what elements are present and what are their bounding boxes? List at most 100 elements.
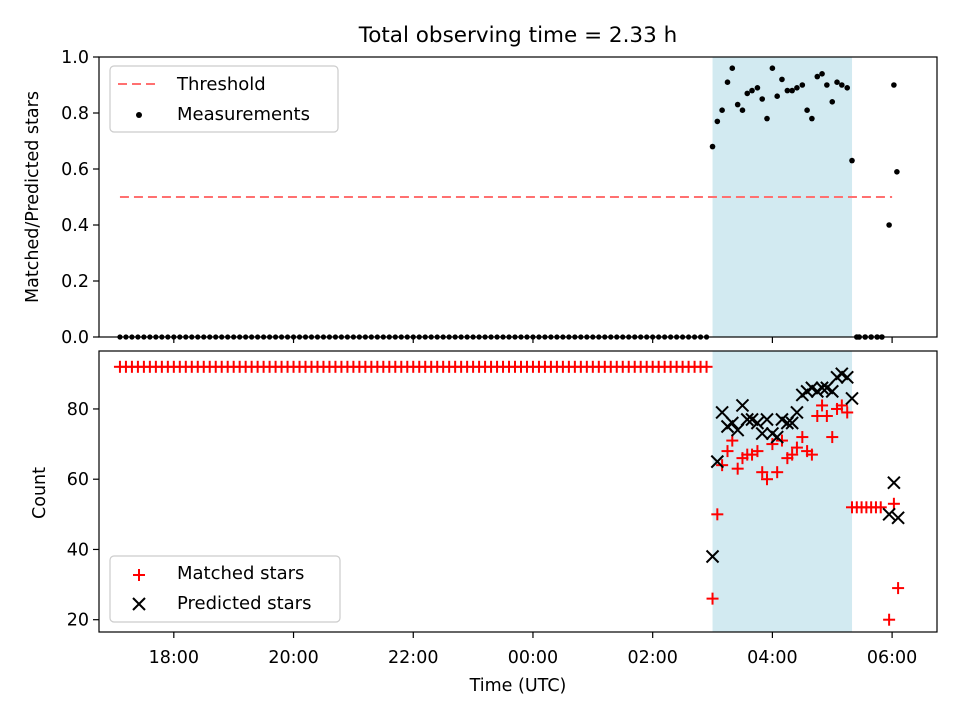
- matched-star-point: [805, 448, 818, 461]
- predicted-point-stroke: [760, 412, 774, 427]
- predicted-star-point: [760, 412, 774, 427]
- predicted-point-stroke: [710, 454, 725, 469]
- count-panel: 20 40 60 80 18:00 20:00 22:00 00:00 02:00 04:00 0…: [30, 350, 938, 696]
- matched-star-point: [820, 409, 833, 422]
- matched-star-point: [892, 582, 905, 595]
- predicted-star-point: [785, 416, 799, 430]
- x-tick-label: 02:00: [627, 648, 677, 668]
- measurement-point: [724, 79, 731, 85]
- y-tick-label: 60: [67, 470, 89, 490]
- predicted-point-stroke: [735, 398, 750, 413]
- matched-star-point: [771, 466, 784, 479]
- predicted-point-stroke: [715, 405, 729, 420]
- predicted-star-point: [755, 426, 769, 441]
- x-tick-label: 22:00: [388, 648, 438, 668]
- measurement-point: [734, 101, 741, 108]
- measurement-point: [894, 169, 900, 175]
- measurement-point: [809, 115, 815, 122]
- ratio-legend: Threshold Measurements: [109, 65, 339, 133]
- measurements-legend-marker: [136, 112, 142, 118]
- measurement-point: [754, 85, 761, 91]
- matched-stars-points: [113, 360, 905, 626]
- count-x-ticks: 18:00 20:00 22:00 00:00 02:00 04:00 06:00: [149, 632, 917, 668]
- predicted-point-stroke: [835, 367, 849, 381]
- ratio-x-ticks: [173, 337, 893, 343]
- measurement-point: [886, 222, 892, 228]
- matched-star-point: [826, 431, 839, 444]
- predicted-star-point: [770, 430, 784, 444]
- predicted-point-stroke: [730, 423, 745, 437]
- matched-star-point: [706, 592, 719, 605]
- predicted-point-stroke: [887, 476, 901, 490]
- matched-star-point: [700, 360, 713, 373]
- measurement-point: [709, 143, 716, 150]
- measurement-point: [804, 107, 810, 113]
- measurement-point: [784, 87, 791, 94]
- predicted-star-point: [891, 511, 905, 525]
- y-tick-label: 0.8: [61, 104, 89, 124]
- count-y-axis-label: Count: [30, 467, 50, 519]
- predicted-star-point: [735, 398, 750, 413]
- y-tick-label: 0.0: [61, 328, 89, 348]
- predicted-point-stroke: [775, 412, 789, 427]
- y-tick-label: 1.0: [61, 48, 89, 68]
- measurement-point: [749, 87, 755, 94]
- matched-star-point: [883, 613, 896, 626]
- matched-star-point: [887, 497, 900, 510]
- predicted-point-stroke: [705, 549, 720, 564]
- measurement-point: [829, 99, 836, 105]
- matched-star-point: [816, 399, 829, 412]
- measurement-point: [844, 85, 851, 91]
- matched-star-point: [761, 473, 774, 486]
- matched-star-point: [786, 448, 799, 461]
- x-tick-label: 18:00: [149, 648, 199, 668]
- count-y-ticks: 20 40 60 80: [67, 400, 99, 631]
- measurement-point: [769, 65, 776, 71]
- matched-star-point: [751, 445, 764, 458]
- y-tick-label: 80: [67, 400, 89, 420]
- predicted-point-stroke: [840, 370, 854, 385]
- predicted-point-stroke: [882, 507, 896, 522]
- y-tick-label: 20: [67, 611, 89, 631]
- measurement-point: [824, 82, 830, 88]
- predicted-star-point: [740, 412, 754, 427]
- predicted-star-point: [705, 549, 720, 564]
- measurement-point: [891, 82, 897, 88]
- measurement-point: [744, 90, 751, 97]
- matched-star-point: [796, 431, 809, 444]
- matched-star-point: [731, 462, 744, 475]
- measurement-point: [814, 73, 821, 80]
- y-tick-label: 0.6: [61, 160, 89, 180]
- predicted-point-stroke: [725, 416, 739, 430]
- matched-star-point: [874, 501, 887, 514]
- predicted-star-point: [715, 405, 729, 420]
- predicted-star-point: [730, 423, 745, 437]
- matched-star-point: [835, 399, 848, 412]
- ratio-panel: 0.0 0.2 0.4 0.6 0.8 1.0 Matched/Predicted sta…: [23, 48, 938, 348]
- legend-label-matched: Matched stars: [177, 563, 304, 584]
- predicted-point-stroke: [815, 381, 829, 395]
- predicted-point-stroke: [891, 511, 905, 525]
- predicted-star-point: [887, 476, 901, 490]
- ratio-y-axis-label: Matched/Predicted stars: [23, 91, 43, 303]
- predicted-point-stroke: [780, 416, 795, 430]
- measurement-point: [779, 76, 785, 83]
- y-tick-label: 0.2: [61, 272, 89, 292]
- x-axis-label: Time (UTC): [469, 676, 567, 696]
- predicted-point-stroke: [820, 381, 834, 395]
- measurement-point: [719, 107, 725, 113]
- count-highlight-span: [712, 351, 853, 632]
- measurement-point: [849, 157, 855, 164]
- predicted-point-stroke: [740, 412, 754, 427]
- matched-star-point: [790, 441, 803, 454]
- predicted-star-point: [790, 405, 804, 420]
- predicted-star-point: [710, 454, 725, 469]
- predicted-stars-points: [705, 367, 905, 564]
- x-tick-label: 20:00: [268, 648, 318, 668]
- predicted-point-stroke: [745, 412, 759, 427]
- predicted-star-point: [882, 507, 896, 522]
- predicted-legend-marker: [132, 597, 146, 611]
- predicted-star-point: [815, 381, 829, 395]
- ratio-y-ticks: 0.0 0.2 0.4 0.6 0.8 1.0: [61, 48, 99, 348]
- measurement-point: [759, 96, 766, 102]
